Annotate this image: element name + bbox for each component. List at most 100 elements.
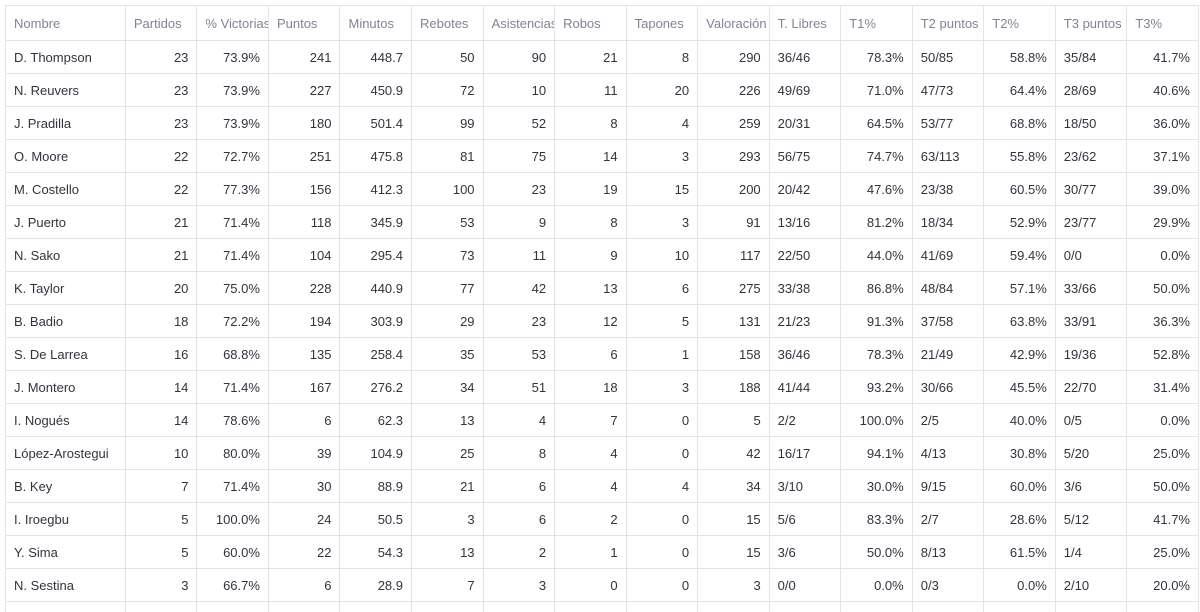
table-cell: 194	[267, 304, 341, 338]
column-header[interactable]: Robos	[554, 5, 627, 41]
column-header[interactable]: T3%	[1126, 5, 1199, 41]
column-header[interactable]: Puntos	[267, 5, 341, 41]
table-cell: 5/12	[1054, 502, 1128, 536]
table-row[interactable]: B. Badio 18 72.2% 194 303.9 29 23 12 5 131 21/23 91…	[5, 304, 1199, 338]
table-cell: 3/6	[1054, 469, 1128, 503]
table-cell: 11	[554, 73, 627, 107]
table-cell: 64.5%	[840, 106, 913, 140]
table-cell: 8/13	[911, 535, 985, 569]
table-cell: 9	[554, 238, 627, 272]
table-cell: 77.3%	[196, 172, 269, 206]
table-cell: 34	[697, 469, 770, 503]
column-header[interactable]: T1%	[840, 5, 913, 41]
table-row[interactable]: I. Iroegbu 5 100.0% 24 50.5 3 6 2 0 15 5/6 83.3% 2/7…	[5, 502, 1199, 536]
table-cell-empty	[1126, 601, 1199, 612]
table-cell: 50	[411, 40, 484, 74]
table-cell: 55.8%	[983, 139, 1056, 173]
table-row[interactable]: M. Costello 22 77.3% 156 412.3 100 23 19 15 200 20…	[5, 172, 1199, 206]
column-header[interactable]: T2%	[983, 5, 1056, 41]
table-cell: 30/77	[1054, 172, 1128, 206]
table-cell: 29.9%	[1126, 205, 1199, 239]
table-row[interactable]: K. Taylor 20 75.0% 228 440.9 77 42 13 6 275 33/38 8…	[5, 271, 1199, 305]
table-row[interactable]: Y. Sima 5 60.0% 22 54.3 13 2 1 0 15 3/6 50.0% 8/13 61…	[5, 535, 1199, 569]
table-cell: 23	[124, 73, 198, 107]
table-cell: 475.8	[339, 139, 413, 173]
table-row[interactable]: N. Reuvers 23 73.9% 227 450.9 72 10 11 20 226 49/6…	[5, 73, 1199, 107]
table-cell: 78.6%	[196, 403, 269, 437]
table-cell: 71.4%	[196, 238, 269, 272]
table-cell: 4	[554, 469, 627, 503]
column-header[interactable]: T3 puntos	[1054, 5, 1128, 41]
table-cell: 227	[267, 73, 341, 107]
table-cell: 18	[554, 370, 627, 404]
table-row[interactable]: S. De Larrea 16 68.8% 135 258.4 35 53 6 1 158 36/4…	[5, 337, 1199, 371]
table-cell: 35/84	[1054, 40, 1128, 74]
table-cell: 0	[625, 436, 699, 470]
table-cell: 100	[411, 172, 484, 206]
table-cell: 40.6%	[1126, 73, 1199, 107]
table-cell: 8	[554, 205, 627, 239]
table-cell: 72	[411, 73, 484, 107]
table-row[interactable]: N. Sako 21 71.4% 104 295.4 73 11 9 10 117 22/50 44.…	[5, 238, 1199, 272]
table-cell: 42.9%	[983, 337, 1056, 371]
table-cell: 23	[482, 304, 556, 338]
table-cell: 39.0%	[1126, 172, 1199, 206]
table-cell: 0.0%	[1126, 238, 1199, 272]
table-cell: 0.0%	[840, 568, 913, 602]
table-cell: 94.1%	[840, 436, 913, 470]
column-header[interactable]: Valoración	[697, 5, 770, 41]
table-cell: 47.6%	[840, 172, 913, 206]
table-cell: 25.0%	[1126, 436, 1199, 470]
table-cell: 57.1%	[983, 271, 1056, 305]
table-cell: 100.0%	[196, 502, 269, 536]
table-cell: 5/20	[1054, 436, 1128, 470]
table-row[interactable]: J. Pradilla 23 73.9% 180 501.4 99 52 8 4 259 20/31…	[5, 106, 1199, 140]
column-header[interactable]: Rebotes	[411, 5, 484, 41]
table-cell: 59.4%	[983, 238, 1056, 272]
table-cell: 48/84	[911, 271, 985, 305]
table-cell: Y. Sima	[5, 535, 126, 569]
column-header[interactable]: Tapones	[625, 5, 699, 41]
table-cell: 28.9	[339, 568, 413, 602]
column-header[interactable]: Asistencias	[482, 5, 556, 41]
column-header[interactable]: Partidos	[124, 5, 198, 41]
table-cell: 158	[697, 337, 770, 371]
table-row[interactable]: I. Nogués 14 78.6% 6 62.3 13 4 7 0 5 2/2 100.0% 2/5 4…	[5, 403, 1199, 437]
table-row[interactable]: N. Sestina 3 66.7% 6 28.9 7 3 0 0 3 0/0 0.0% 0/3 0.0%…	[5, 568, 1199, 602]
table-row[interactable]: O. Moore 22 72.7% 251 475.8 81 75 14 3 293 56/75 74…	[5, 139, 1199, 173]
table-cell: 36.0%	[1126, 106, 1199, 140]
table-cell: 6	[554, 337, 627, 371]
table-row[interactable]: D. Thompson 23 73.9% 241 448.7 50 90 21 8 290 36/4…	[5, 40, 1199, 74]
table-cell: 15	[697, 502, 770, 536]
table-cell-empty	[482, 601, 556, 612]
table-cell-empty	[697, 601, 770, 612]
column-header[interactable]: T. Libres	[768, 5, 842, 41]
column-header[interactable]: Minutos	[339, 5, 413, 41]
table-cell: 73.9%	[196, 40, 269, 74]
table-cell: 20/31	[768, 106, 842, 140]
table-cell: 30.0%	[840, 469, 913, 503]
table-cell: 22/50	[768, 238, 842, 272]
table-cell: 345.9	[339, 205, 413, 239]
table-row[interactable]: J. Puerto 21 71.4% 118 345.9 53 9 8 3 91 13/16 81.2…	[5, 205, 1199, 239]
table-cell: 228	[267, 271, 341, 305]
table-cell: 44.0%	[840, 238, 913, 272]
table-cell: 23/38	[911, 172, 985, 206]
table-cell: 49/69	[768, 73, 842, 107]
column-header[interactable]: T2 puntos	[911, 5, 985, 41]
table-cell: 0	[625, 403, 699, 437]
table-row[interactable]: J. Montero 14 71.4% 167 276.2 34 51 18 3 188 41/44…	[5, 370, 1199, 404]
table-cell: 41.7%	[1126, 502, 1199, 536]
table-cell: 39	[267, 436, 341, 470]
table-row[interactable]: López-Arostegui 10 80.0% 39 104.9 25 8 4 0 42 16/1…	[5, 436, 1199, 470]
table-cell: J. Pradilla	[5, 106, 126, 140]
table-cell: 18/50	[1054, 106, 1128, 140]
table-cell: 16/17	[768, 436, 842, 470]
column-header[interactable]: Nombre	[5, 5, 126, 41]
table-row[interactable]: B. Key 7 71.4% 30 88.9 21 6 4 4 34 3/10 30.0% 9/15 60…	[5, 469, 1199, 503]
column-header[interactable]: % Victorias	[196, 5, 269, 41]
table-cell: 68.8%	[196, 337, 269, 371]
table-cell: 50.0%	[1126, 271, 1199, 305]
table-cell: 60.0%	[196, 535, 269, 569]
table-cell: 60.0%	[983, 469, 1056, 503]
